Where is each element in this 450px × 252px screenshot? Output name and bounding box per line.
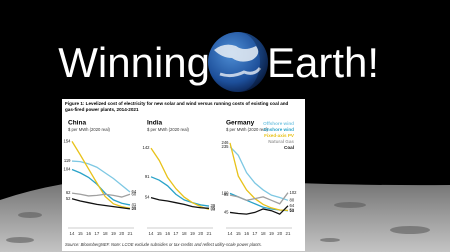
value-label: 102 (290, 190, 298, 195)
value-label: 91 (145, 174, 150, 179)
x-tick-label: 20 (119, 231, 124, 236)
panel-title: China (68, 120, 86, 127)
panel-subtitle: $ per MWh (2020 real) (147, 127, 189, 132)
x-tick-label: 20 (277, 231, 282, 236)
x-tick-label: 16 (86, 231, 91, 236)
x-tick-label: 21 (286, 231, 291, 236)
panel-title: Germany (226, 120, 255, 127)
x-tick-label: 20 (198, 231, 203, 236)
value-label: 62 (66, 190, 71, 195)
x-tick-label: 19 (111, 231, 116, 236)
x-tick-label: 18 (261, 231, 266, 236)
legend-entry: Coal (284, 145, 294, 150)
slide-title-left: Winning (58, 39, 210, 86)
panel-subtitle: $ per MWh (2020 real) (68, 127, 110, 132)
x-tick-label: 21 (207, 231, 212, 236)
x-tick-label: 14 (149, 231, 154, 236)
value-label: 52 (66, 196, 71, 201)
legend-entry: Natural Gas (268, 139, 294, 144)
x-tick-label: 16 (244, 231, 249, 236)
value-label: 34 (132, 206, 137, 211)
panel-title: India (147, 120, 163, 127)
value-label: 95 (224, 192, 229, 197)
value-label: 35 (211, 205, 216, 210)
value-label: 142 (143, 145, 151, 150)
x-tick-label: 17 (94, 231, 99, 236)
x-tick-label: 17 (252, 231, 257, 236)
value-label: 51 (290, 207, 295, 212)
value-label: 64 (290, 203, 295, 208)
x-tick-label: 19 (190, 231, 195, 236)
value-label: 60 (132, 191, 137, 196)
x-tick-label: 18 (103, 231, 108, 236)
value-label: 154 (64, 138, 72, 143)
x-tick-label: 14 (70, 231, 75, 236)
legend-entry: Onshore wind (263, 127, 294, 132)
x-tick-label: 21 (128, 231, 133, 236)
slide-title-right: Earth! (267, 39, 379, 86)
x-tick-label: 17 (173, 231, 178, 236)
value-label: 246 (222, 140, 230, 145)
x-tick-label: 14 (228, 231, 233, 236)
earth (208, 32, 268, 92)
value-label: 45 (224, 210, 229, 215)
x-tick-label: 16 (165, 231, 170, 236)
x-tick-label: 19 (269, 231, 274, 236)
legend-entry: Fixed-axis PV (264, 133, 295, 138)
x-tick-label: 15 (236, 231, 241, 236)
x-tick-label: 15 (78, 231, 83, 236)
figure-source: Source: BloombergNEF. Note: LCOE exclude… (65, 242, 262, 247)
value-label: 80 (290, 197, 295, 202)
legend-entry: Offshore wind (263, 121, 294, 126)
figure-title: Figure 1: Levelized cost of electricity … (65, 101, 289, 106)
panel-subtitle: $ per MWh (2020 real) (226, 127, 268, 132)
x-tick-label: 15 (157, 231, 162, 236)
value-label: 54 (145, 195, 150, 200)
value-label: 119 (64, 158, 71, 163)
x-tick-label: 18 (182, 231, 187, 236)
figure-title: gas-fired power plants, 2014-2021 (65, 107, 139, 112)
slide: Winning Earth! Figure 1: Levelized cost … (0, 0, 450, 252)
value-label: 104 (64, 167, 72, 172)
